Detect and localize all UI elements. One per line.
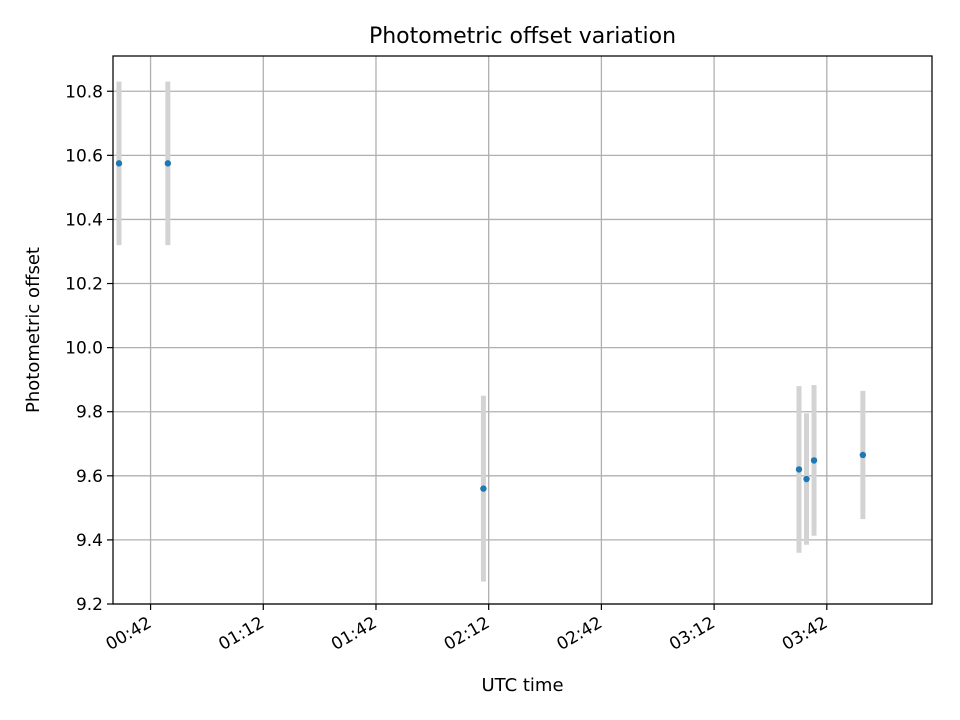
y-axis-ticks: 9.2 9.4 9.6 9.8 10.0 10.2 10.4 10.6 10.8 — [65, 82, 113, 615]
y-tick-label: 9.6 — [76, 467, 103, 487]
y-tick-label: 9.4 — [76, 531, 103, 551]
y-tick-label: 10.0 — [65, 339, 103, 359]
y-tick-label: 9.2 — [76, 595, 103, 615]
data-point — [803, 475, 810, 483]
y-axis-label: Photometric offset — [23, 247, 44, 413]
chart-title: Photometric offset variation — [369, 24, 676, 49]
data-point — [115, 160, 123, 167]
y-tick-label: 10.8 — [65, 82, 103, 102]
plot-area — [113, 56, 932, 604]
data-point — [164, 160, 172, 167]
x-axis-label: UTC time — [481, 675, 563, 696]
data-point — [810, 457, 818, 464]
y-tick-label: 10.6 — [65, 146, 103, 166]
data-point — [859, 451, 867, 459]
y-tick-label: 10.2 — [65, 275, 103, 295]
data-point — [795, 466, 803, 473]
y-tick-label: 10.4 — [65, 210, 103, 230]
y-tick-label: 9.8 — [76, 403, 103, 423]
plot-frame — [112, 55, 933, 605]
data-points — [115, 160, 867, 492]
data-point — [480, 485, 487, 492]
